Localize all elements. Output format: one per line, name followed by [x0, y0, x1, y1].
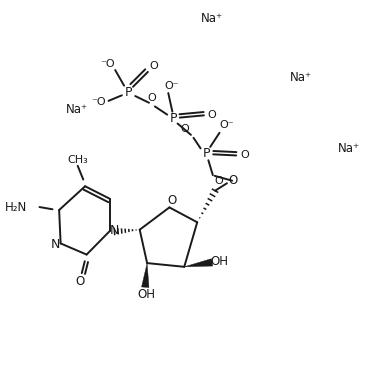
Text: ⁻O: ⁻O [91, 96, 105, 107]
Text: OH: OH [137, 288, 155, 301]
Text: N: N [51, 237, 60, 251]
Text: ⁻O: ⁻O [101, 59, 115, 69]
Text: O: O [168, 194, 177, 207]
Text: O: O [75, 275, 85, 288]
Text: N: N [110, 224, 119, 237]
Text: H₂N: H₂N [5, 200, 28, 214]
Text: Na⁺: Na⁺ [201, 12, 223, 25]
Text: O: O [240, 150, 249, 160]
Text: CH₃: CH₃ [67, 155, 88, 165]
Text: O: O [180, 124, 189, 134]
Text: O: O [215, 176, 223, 186]
Text: O: O [147, 93, 156, 103]
Text: O⁻: O⁻ [164, 82, 178, 91]
Text: P: P [203, 147, 210, 160]
Polygon shape [142, 263, 149, 288]
Text: Na⁺: Na⁺ [338, 141, 361, 154]
Text: O⁻: O⁻ [220, 120, 234, 131]
Text: O: O [208, 110, 217, 120]
Text: P: P [169, 112, 177, 125]
Text: O: O [149, 61, 158, 71]
Text: O: O [228, 174, 237, 187]
Polygon shape [184, 259, 213, 267]
Text: Na⁺: Na⁺ [65, 102, 88, 116]
Text: OH: OH [211, 255, 229, 268]
Text: Na⁺: Na⁺ [290, 71, 312, 84]
Text: P: P [125, 86, 132, 99]
